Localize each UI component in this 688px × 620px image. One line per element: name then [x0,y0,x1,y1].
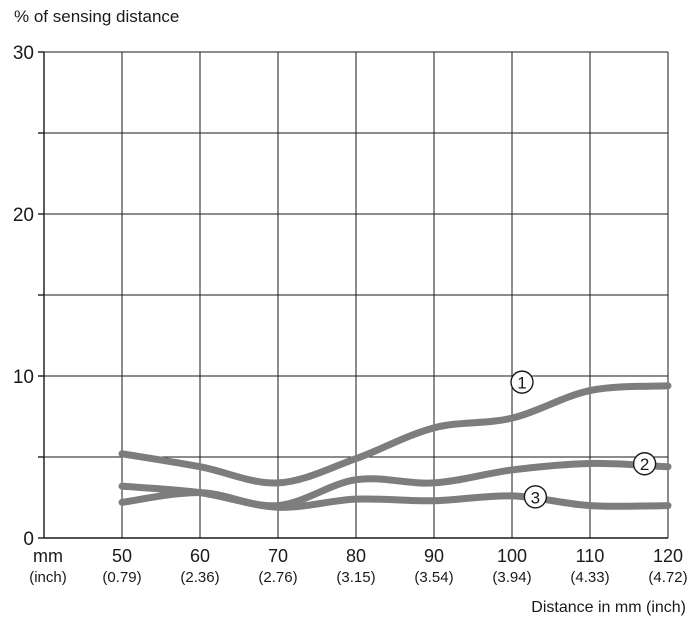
series-marker-circle [523,485,548,509]
series-marker-circle [510,370,534,394]
x-axis-ticks: 50 (0.79) 60 (2.36) 70 (2.76) 80 (3.15) 90 (3.54)… [102,546,687,586]
x-tick-label: 70 [268,546,288,566]
y-axis-ticks: 0 10 20 30 [13,43,34,550]
x-tick-label: 120 [653,546,683,566]
series-marker-3: 3 [523,485,548,509]
grid [38,51,669,539]
x-tick-sublabel: (4.72) [648,569,687,586]
y-axis-title: % of sensing distance [14,7,179,26]
series-marker-2: 2 [632,452,657,476]
y-tick-label: 0 [23,529,34,550]
series-markers: 1 2 3 [510,370,657,509]
x-tick-label: 90 [424,546,444,566]
series-marker-label: 1 [517,374,526,393]
x-tick-sublabel: (2.76) [258,569,297,586]
series-marker-1: 1 [510,370,534,394]
x-axis-title: Distance in mm (inch) [531,599,686,616]
x-tick-label: 100 [497,546,527,566]
series-marker-label: 2 [640,455,649,474]
x-axis-unit-label: mm [33,546,63,566]
x-tick-sublabel: (3.54) [414,569,453,586]
x-tick-label: 80 [346,546,366,566]
y-tick-label: 10 [13,367,34,388]
series-layer [118,382,672,511]
x-tick-sublabel: (3.94) [492,569,531,586]
series-marker-label: 3 [531,488,540,507]
series-marker-circle [632,452,657,476]
x-tick-sublabel: (4.33) [570,569,609,586]
x-tick-label: 50 [112,546,132,566]
series-line-3 [118,482,672,511]
x-tick-label: 110 [576,546,605,566]
x-tick-sublabel: (3.15) [336,569,375,586]
series-line-1 [118,382,672,487]
x-tick-sublabel: (0.79) [102,569,141,586]
x-axis-unit-sublabel: (inch) [29,569,67,586]
y-tick-label: 20 [13,205,34,226]
y-tick-label: 30 [13,43,34,64]
x-tick-sublabel: (2.36) [180,569,219,586]
x-tick-label: 60 [190,546,210,566]
